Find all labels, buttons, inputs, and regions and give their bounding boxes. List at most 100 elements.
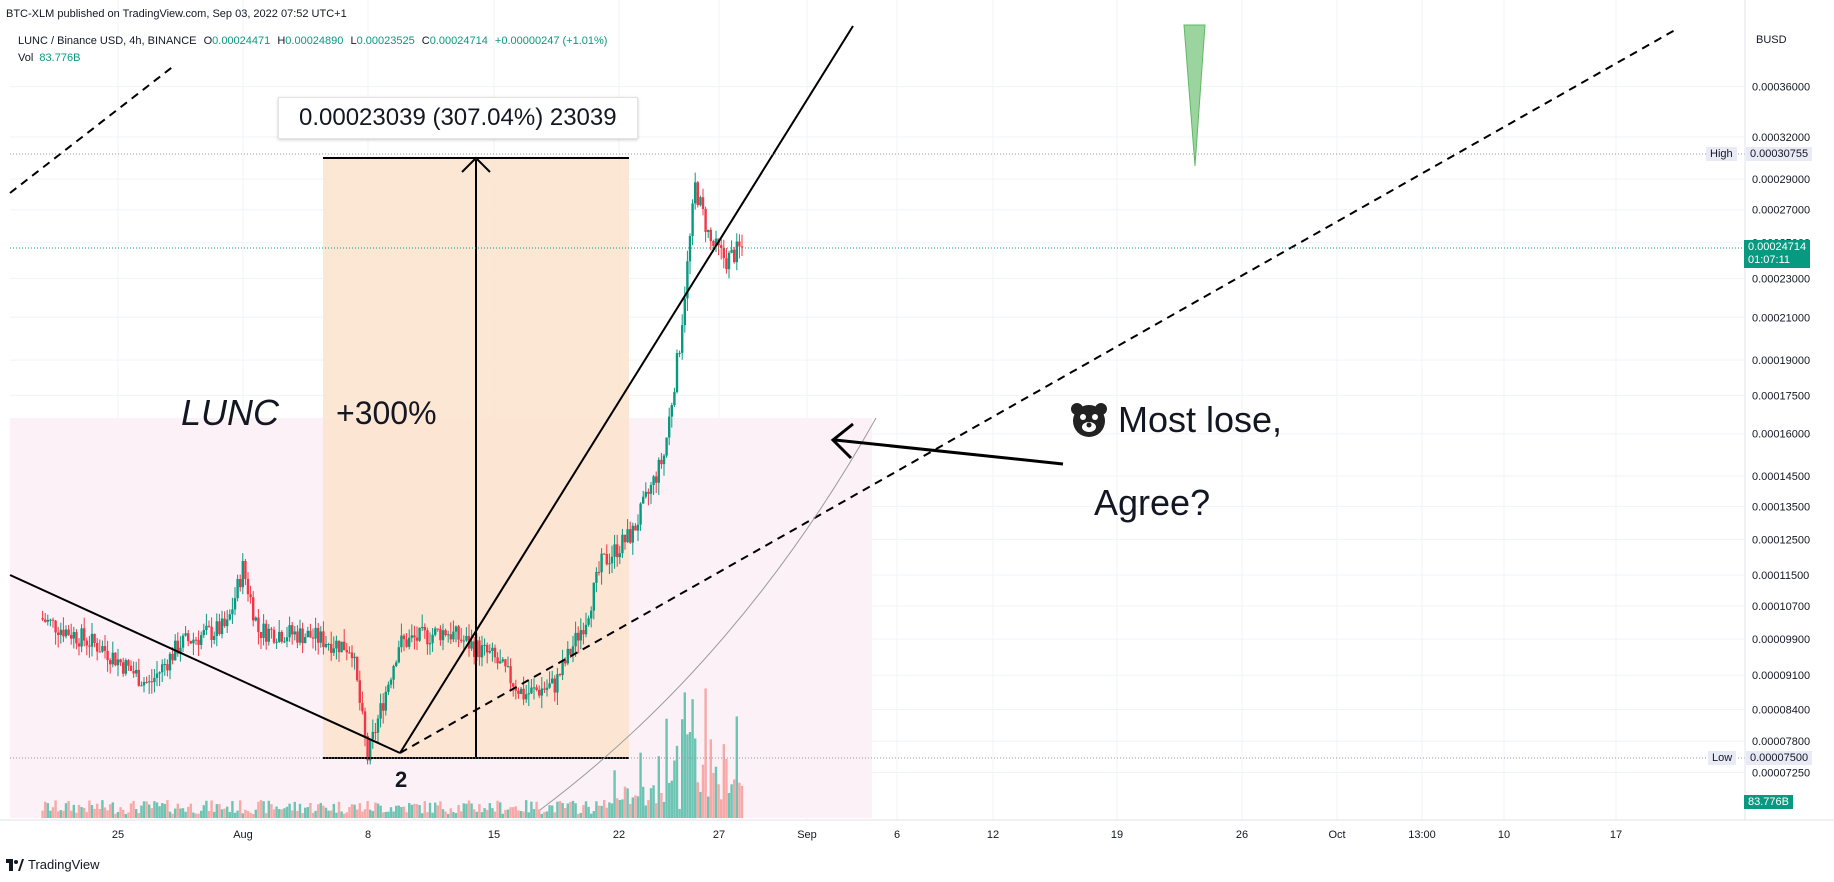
volume-bar <box>77 804 81 818</box>
candle-body <box>233 598 237 610</box>
volume-bar <box>621 799 624 818</box>
tradingview-logo[interactable]: TradingView <box>6 857 100 872</box>
volume-bar <box>421 813 424 818</box>
candle-body <box>652 476 655 485</box>
candle-body <box>522 688 525 700</box>
candle-body <box>714 238 718 246</box>
volume-bar <box>262 801 265 818</box>
candle-body <box>231 609 234 615</box>
candle-body <box>699 197 702 206</box>
drawings <box>9 24 1745 811</box>
candle-body <box>491 647 494 652</box>
volume-bar <box>298 803 302 818</box>
volume-bar <box>109 804 112 818</box>
candle-body <box>114 652 117 666</box>
price-tick-label: 0.00007250 <box>1752 768 1810 780</box>
volume-bar <box>644 805 647 818</box>
candle-body <box>574 632 577 647</box>
volume-bar <box>75 812 78 818</box>
candle-body <box>436 628 439 630</box>
dashed-upper-line <box>9 64 176 194</box>
time-tick-label: 15 <box>488 829 500 841</box>
volume-bar <box>366 801 369 818</box>
candle-body <box>462 640 465 642</box>
volume-bar <box>158 806 161 818</box>
candle-body <box>668 416 671 438</box>
volume-bar <box>259 800 263 818</box>
candle-body <box>418 627 421 641</box>
candle-body <box>519 688 523 694</box>
volume-bar <box>80 807 83 818</box>
volume-bar <box>577 813 580 818</box>
volume-bar <box>527 812 530 818</box>
candle-body <box>239 579 242 588</box>
time-tick-label: 26 <box>1236 829 1248 841</box>
time-axis[interactable]: 25 Aug 8 15 22 27 Sep 6 12 19 26 Oct 13:00 10 17 <box>112 829 1622 841</box>
volume-bar <box>652 785 655 818</box>
volume-bar <box>379 805 382 818</box>
volume-bar <box>569 801 572 818</box>
time-tick-label: 19 <box>1111 829 1123 841</box>
candle-body <box>595 571 598 583</box>
volume-bar <box>707 796 710 818</box>
volume-bar <box>462 803 465 818</box>
price-axis[interactable]: 0.00036000 0.00032000 0.00029000 0.00027000… <box>1752 82 1810 780</box>
volume-bar <box>717 784 720 818</box>
volume-bar <box>98 808 101 818</box>
candle-body <box>259 632 263 639</box>
volume-bar <box>358 803 361 818</box>
volume-bar <box>246 810 250 818</box>
volume-bar <box>405 812 408 818</box>
volume-bars <box>41 688 744 818</box>
volume-bar <box>720 799 723 818</box>
candle-body <box>220 618 224 635</box>
volume-bar <box>371 811 374 818</box>
candle-body <box>384 691 387 711</box>
volume-bar <box>132 800 135 818</box>
volume-bar <box>384 811 387 818</box>
candle-body <box>421 626 424 628</box>
volume-bar <box>418 805 421 818</box>
candle-body <box>155 673 159 678</box>
volume-bar <box>395 805 398 818</box>
candle-body <box>132 670 135 674</box>
volume-bar <box>72 804 75 818</box>
volume-bar <box>200 810 203 818</box>
volume-bar <box>548 805 551 818</box>
candle-body <box>272 629 276 643</box>
volume-bar <box>361 811 364 818</box>
volume-bar <box>655 803 658 818</box>
volume-bar <box>496 800 499 818</box>
volume-bar <box>678 808 681 818</box>
candle-body <box>267 628 270 642</box>
candle-body <box>93 633 96 644</box>
candle-body <box>558 674 562 676</box>
candle-body <box>561 660 564 676</box>
candle-body <box>210 626 213 641</box>
candle-body <box>153 677 156 683</box>
candle-body <box>501 659 504 662</box>
price-tick-label: 0.00016000 <box>1752 429 1810 441</box>
bear-face-icon <box>1071 403 1107 437</box>
candle-body <box>332 648 335 653</box>
candle-body <box>670 405 673 417</box>
measure-label: 0.00023039 (307.04%) 23039 <box>278 97 638 139</box>
candle-body <box>140 685 143 687</box>
volume-bar <box>127 812 130 818</box>
volume-bar <box>343 813 346 818</box>
volume-bar <box>532 809 536 818</box>
volume-bar <box>122 809 125 818</box>
volume-bar <box>696 782 699 818</box>
candle-body <box>582 630 585 635</box>
volume-bar <box>584 801 588 818</box>
candle-body <box>449 634 452 640</box>
candle-body <box>192 639 195 644</box>
candle-body <box>257 617 260 633</box>
candle-body <box>278 631 281 642</box>
candle-body <box>681 325 684 353</box>
volume-bar <box>116 811 120 818</box>
low-tag: Low <box>1708 751 1737 765</box>
candle-body <box>366 735 369 761</box>
candle-body <box>426 630 429 645</box>
